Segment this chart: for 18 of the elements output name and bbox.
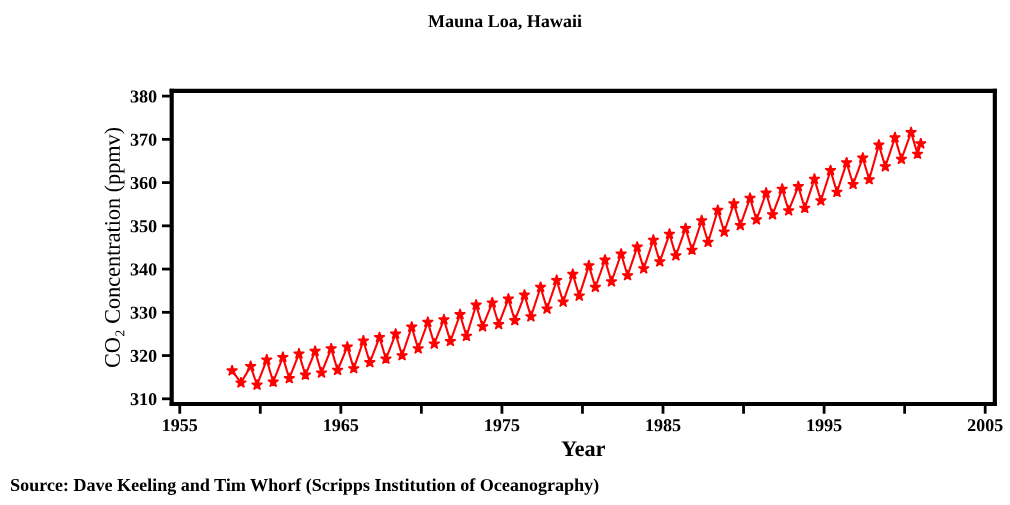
x-tick-label: 1955 xyxy=(163,419,198,432)
y-tick-label: 320 xyxy=(130,349,157,363)
y-tick-label: 310 xyxy=(130,393,157,406)
chart-title: Mauna Loa, Hawaii xyxy=(428,14,582,30)
x-tick-label: 1985 xyxy=(646,419,681,432)
y-axis-title: CO₂ Concentration (ppmv) xyxy=(104,127,125,368)
y-tick-label: 370 xyxy=(130,133,157,146)
x-axis-title: Year xyxy=(561,441,605,457)
y-tick-label: 360 xyxy=(130,176,157,190)
y-tick-label: 350 xyxy=(130,220,157,233)
y-tick-label: 330 xyxy=(130,306,157,319)
x-tick-label: 2005 xyxy=(967,419,1003,432)
y-tick-label: 380 xyxy=(130,90,157,103)
x-tick-label: 1965 xyxy=(324,419,359,432)
source-note: Source: Dave Keeling and Tim Whorf (Scripps Institution of Oceanography) xyxy=(11,478,599,495)
x-tick-label: 1995 xyxy=(807,419,842,432)
x-tick-label: 1975 xyxy=(485,419,520,432)
y-tick-label: 340 xyxy=(130,263,157,276)
